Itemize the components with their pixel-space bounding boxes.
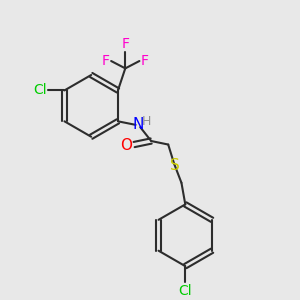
Text: O: O — [120, 138, 132, 153]
Text: N: N — [132, 117, 144, 132]
Text: F: F — [121, 37, 129, 51]
Text: F: F — [141, 54, 149, 68]
Text: Cl: Cl — [178, 284, 192, 298]
Text: F: F — [102, 54, 110, 68]
Text: Cl: Cl — [34, 83, 47, 98]
Text: H: H — [142, 116, 151, 128]
Text: S: S — [170, 158, 180, 172]
